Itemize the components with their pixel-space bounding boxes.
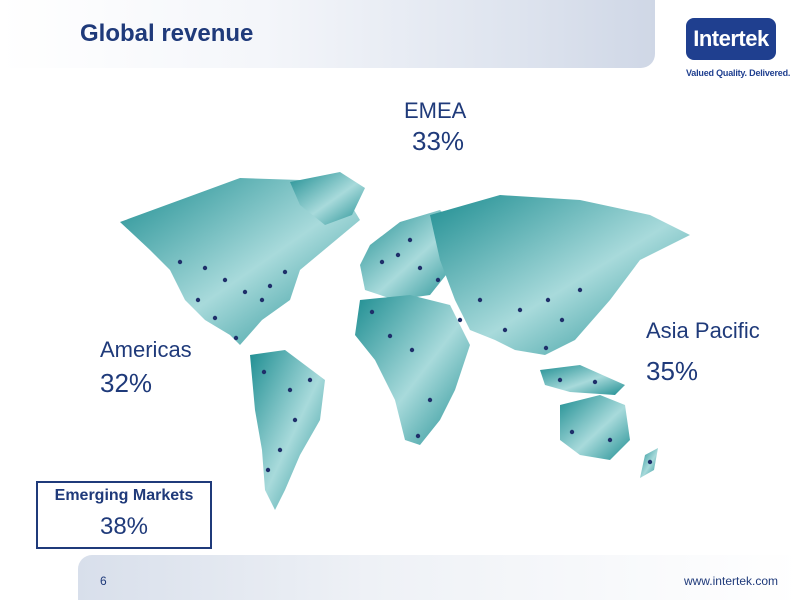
office-dot xyxy=(647,459,653,465)
office-dot xyxy=(282,269,288,275)
africa-shape xyxy=(355,295,470,445)
emerging-markets-label: Emerging Markets xyxy=(54,487,194,504)
logo-wordmark: Intertek xyxy=(693,26,769,51)
office-dot xyxy=(379,259,385,265)
office-dot xyxy=(592,379,598,385)
office-dot xyxy=(195,297,201,303)
title-bar xyxy=(0,0,655,68)
office-dot xyxy=(233,335,239,341)
office-dot xyxy=(177,259,183,265)
americas-value: 32% xyxy=(100,368,153,398)
intertek-logo: Intertek xyxy=(686,18,776,60)
office-dot xyxy=(212,315,218,321)
office-dot xyxy=(607,437,613,443)
page-title: Global revenue xyxy=(80,20,254,47)
emea-value: 33% xyxy=(412,126,465,156)
greenland-shape xyxy=(290,172,365,225)
southeast-asia-shape xyxy=(540,365,625,395)
office-dot xyxy=(387,333,393,339)
office-dot xyxy=(457,317,463,323)
office-dot xyxy=(222,277,228,283)
office-dot xyxy=(277,447,283,453)
office-dot xyxy=(415,433,421,439)
asia-shape xyxy=(430,195,690,355)
emerging-markets-box: Emerging Markets 38% xyxy=(36,481,212,549)
office-dot xyxy=(261,369,267,375)
asia-pacific-label: Asia Pacific xyxy=(646,318,760,343)
office-dot xyxy=(477,297,483,303)
footer-url[interactable]: www.intertek.com xyxy=(683,574,778,588)
office-dot xyxy=(267,283,273,289)
office-dot xyxy=(265,467,271,473)
office-dot xyxy=(292,417,298,423)
office-dot xyxy=(557,377,563,383)
emea-label: EMEA xyxy=(404,98,467,123)
office-dot xyxy=(407,237,413,243)
asia-pacific-value: 35% xyxy=(646,356,699,386)
office-dot xyxy=(369,309,375,315)
office-dot xyxy=(307,377,313,383)
logo-tagline: Valued Quality. Delivered. xyxy=(686,68,791,78)
office-dot xyxy=(502,327,508,333)
office-dot xyxy=(559,317,565,323)
page-number: 6 xyxy=(100,574,107,588)
south-america-shape xyxy=(250,350,325,510)
office-dot xyxy=(517,307,523,313)
office-dot xyxy=(435,277,441,283)
office-dot xyxy=(395,252,401,258)
office-dot xyxy=(427,397,433,403)
office-dot xyxy=(259,297,265,303)
office-dot xyxy=(202,265,208,271)
office-dot xyxy=(543,345,549,351)
office-dot xyxy=(569,429,575,435)
office-dot xyxy=(545,297,551,303)
office-dot xyxy=(417,265,423,271)
americas-label: Americas xyxy=(100,337,192,362)
north-america-shape xyxy=(120,178,360,345)
office-dot xyxy=(409,347,415,353)
emerging-markets-value: 38% xyxy=(99,513,149,540)
office-dot xyxy=(577,287,583,293)
office-dot xyxy=(287,387,293,393)
australia-shape xyxy=(560,395,630,460)
office-dot xyxy=(242,289,248,295)
footer-bar xyxy=(78,555,800,600)
